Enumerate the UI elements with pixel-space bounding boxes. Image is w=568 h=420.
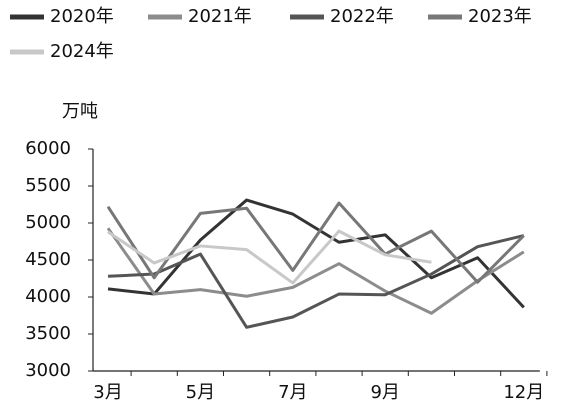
legend-label: 2021年	[188, 6, 252, 27]
y-axis-label: 万吨	[62, 101, 98, 122]
series-line	[107, 234, 525, 329]
legend-label: 2024年	[50, 41, 114, 62]
series-line	[107, 198, 525, 309]
series-line	[107, 229, 432, 285]
series-line	[106, 227, 525, 315]
legend-label: 2020年	[50, 6, 114, 27]
legend-label: 2022年	[330, 6, 394, 27]
y-tick-label: 5500	[25, 175, 71, 196]
y-tick-label: 4500	[25, 249, 71, 270]
y-tick-label: 3500	[25, 323, 71, 344]
x-tick-label: 5月	[186, 382, 215, 403]
x-tick-label: 12月	[503, 382, 544, 403]
y-tick-label: 5000	[25, 212, 71, 233]
y-tick-label: 6000	[25, 138, 71, 159]
y-tick-label: 3000	[25, 360, 71, 381]
x-tick-label: 9月	[370, 382, 399, 403]
legend-label: 2023年	[468, 6, 532, 27]
series-line	[106, 201, 525, 284]
x-tick-label: 3月	[93, 382, 122, 403]
y-tick-label: 4000	[25, 286, 71, 307]
x-tick-label: 7月	[278, 382, 307, 403]
